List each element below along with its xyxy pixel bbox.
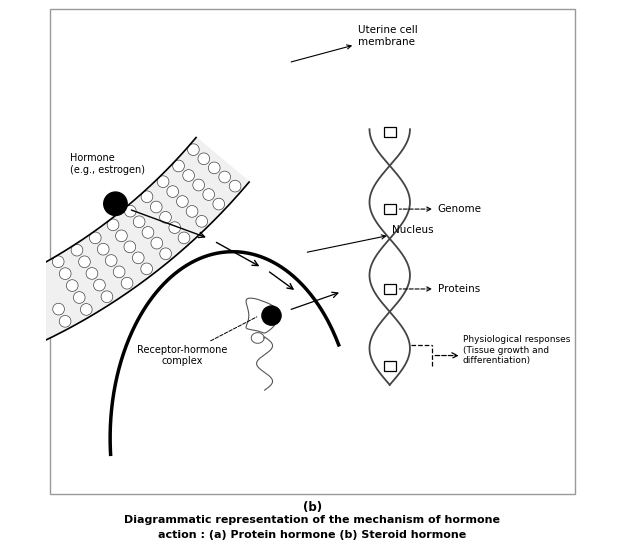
Circle shape <box>203 189 214 201</box>
Circle shape <box>176 196 188 208</box>
Circle shape <box>219 171 231 183</box>
Circle shape <box>79 256 91 268</box>
Circle shape <box>229 180 241 192</box>
Circle shape <box>151 201 162 213</box>
Bar <box>384 362 396 371</box>
Circle shape <box>52 304 64 315</box>
Circle shape <box>73 292 85 304</box>
Circle shape <box>105 255 117 266</box>
Circle shape <box>81 304 92 315</box>
Circle shape <box>124 205 136 217</box>
Text: Nucleus: Nucleus <box>308 225 434 252</box>
Text: Diagrammatic representation of the mechanism of hormone: Diagrammatic representation of the mecha… <box>124 515 501 525</box>
Circle shape <box>66 280 78 292</box>
Circle shape <box>167 186 179 197</box>
Circle shape <box>196 216 208 227</box>
Text: Uterine cell
membrane: Uterine cell membrane <box>291 25 418 62</box>
Circle shape <box>141 263 152 275</box>
Circle shape <box>107 219 119 231</box>
Circle shape <box>182 170 194 182</box>
Circle shape <box>192 179 204 191</box>
Circle shape <box>186 205 198 217</box>
Polygon shape <box>0 18 249 401</box>
Circle shape <box>141 191 153 203</box>
Circle shape <box>124 241 136 253</box>
Circle shape <box>198 153 209 165</box>
Text: Proteins: Proteins <box>399 284 480 294</box>
Circle shape <box>113 266 125 278</box>
Bar <box>384 204 396 214</box>
Text: Hormone
(e.g., estrogen): Hormone (e.g., estrogen) <box>70 153 145 175</box>
Circle shape <box>59 315 71 327</box>
Circle shape <box>169 222 181 234</box>
Circle shape <box>173 160 184 172</box>
Circle shape <box>116 230 128 242</box>
Circle shape <box>158 176 169 188</box>
Circle shape <box>104 192 127 216</box>
Text: Receptor-hormone
complex: Receptor-hormone complex <box>137 317 257 366</box>
Circle shape <box>52 256 64 268</box>
Text: Genome: Genome <box>399 204 482 214</box>
Circle shape <box>133 216 145 228</box>
Circle shape <box>178 232 190 244</box>
Text: action : (a) Protein hormone (b) Steroid hormone: action : (a) Protein hormone (b) Steroid… <box>158 530 467 540</box>
Circle shape <box>89 232 101 244</box>
Circle shape <box>132 252 144 264</box>
Text: Physiological responses
(Tissue growth and
differentiation): Physiological responses (Tissue growth a… <box>462 335 570 365</box>
Circle shape <box>94 279 105 291</box>
Circle shape <box>59 268 71 280</box>
Bar <box>384 127 396 137</box>
Circle shape <box>121 278 133 289</box>
Circle shape <box>86 268 98 279</box>
Circle shape <box>142 227 154 238</box>
Circle shape <box>71 244 83 256</box>
Bar <box>384 284 396 294</box>
Circle shape <box>151 237 162 249</box>
Circle shape <box>262 306 281 325</box>
Text: (b): (b) <box>303 501 322 514</box>
Circle shape <box>188 144 199 156</box>
Circle shape <box>101 291 112 302</box>
Circle shape <box>160 248 171 260</box>
Circle shape <box>98 243 109 255</box>
Circle shape <box>208 162 220 174</box>
Circle shape <box>159 211 171 223</box>
Circle shape <box>213 198 224 210</box>
